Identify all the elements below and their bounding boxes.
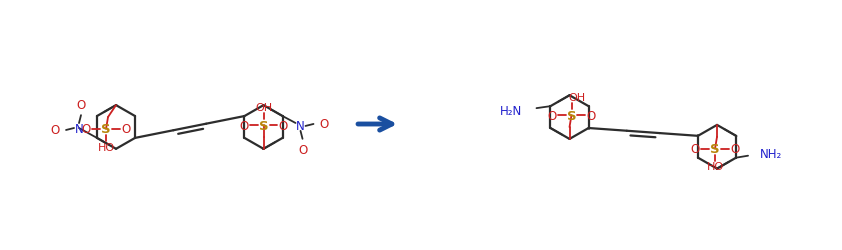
Text: O: O [547,109,557,122]
Text: O: O [690,142,700,156]
Text: O: O [51,124,60,137]
Text: O: O [587,109,596,122]
Text: N: N [296,120,305,133]
Text: NH₂: NH₂ [760,148,782,160]
Text: OH: OH [255,103,272,113]
Text: S: S [567,109,576,122]
Text: OH: OH [568,93,585,103]
Text: O: O [320,118,329,131]
Text: O: O [239,119,248,132]
Text: S: S [101,123,111,136]
Text: O: O [279,119,288,132]
Text: S: S [258,119,269,132]
Text: S: S [710,142,720,156]
Text: H₂N: H₂N [500,104,523,117]
Text: N: N [75,122,83,135]
Text: O: O [82,123,91,136]
Text: HO: HO [98,142,115,152]
Text: O: O [298,144,307,156]
Text: HO: HO [706,162,723,172]
Text: O: O [730,142,739,156]
Text: O: O [77,98,86,111]
Text: O: O [121,123,131,136]
